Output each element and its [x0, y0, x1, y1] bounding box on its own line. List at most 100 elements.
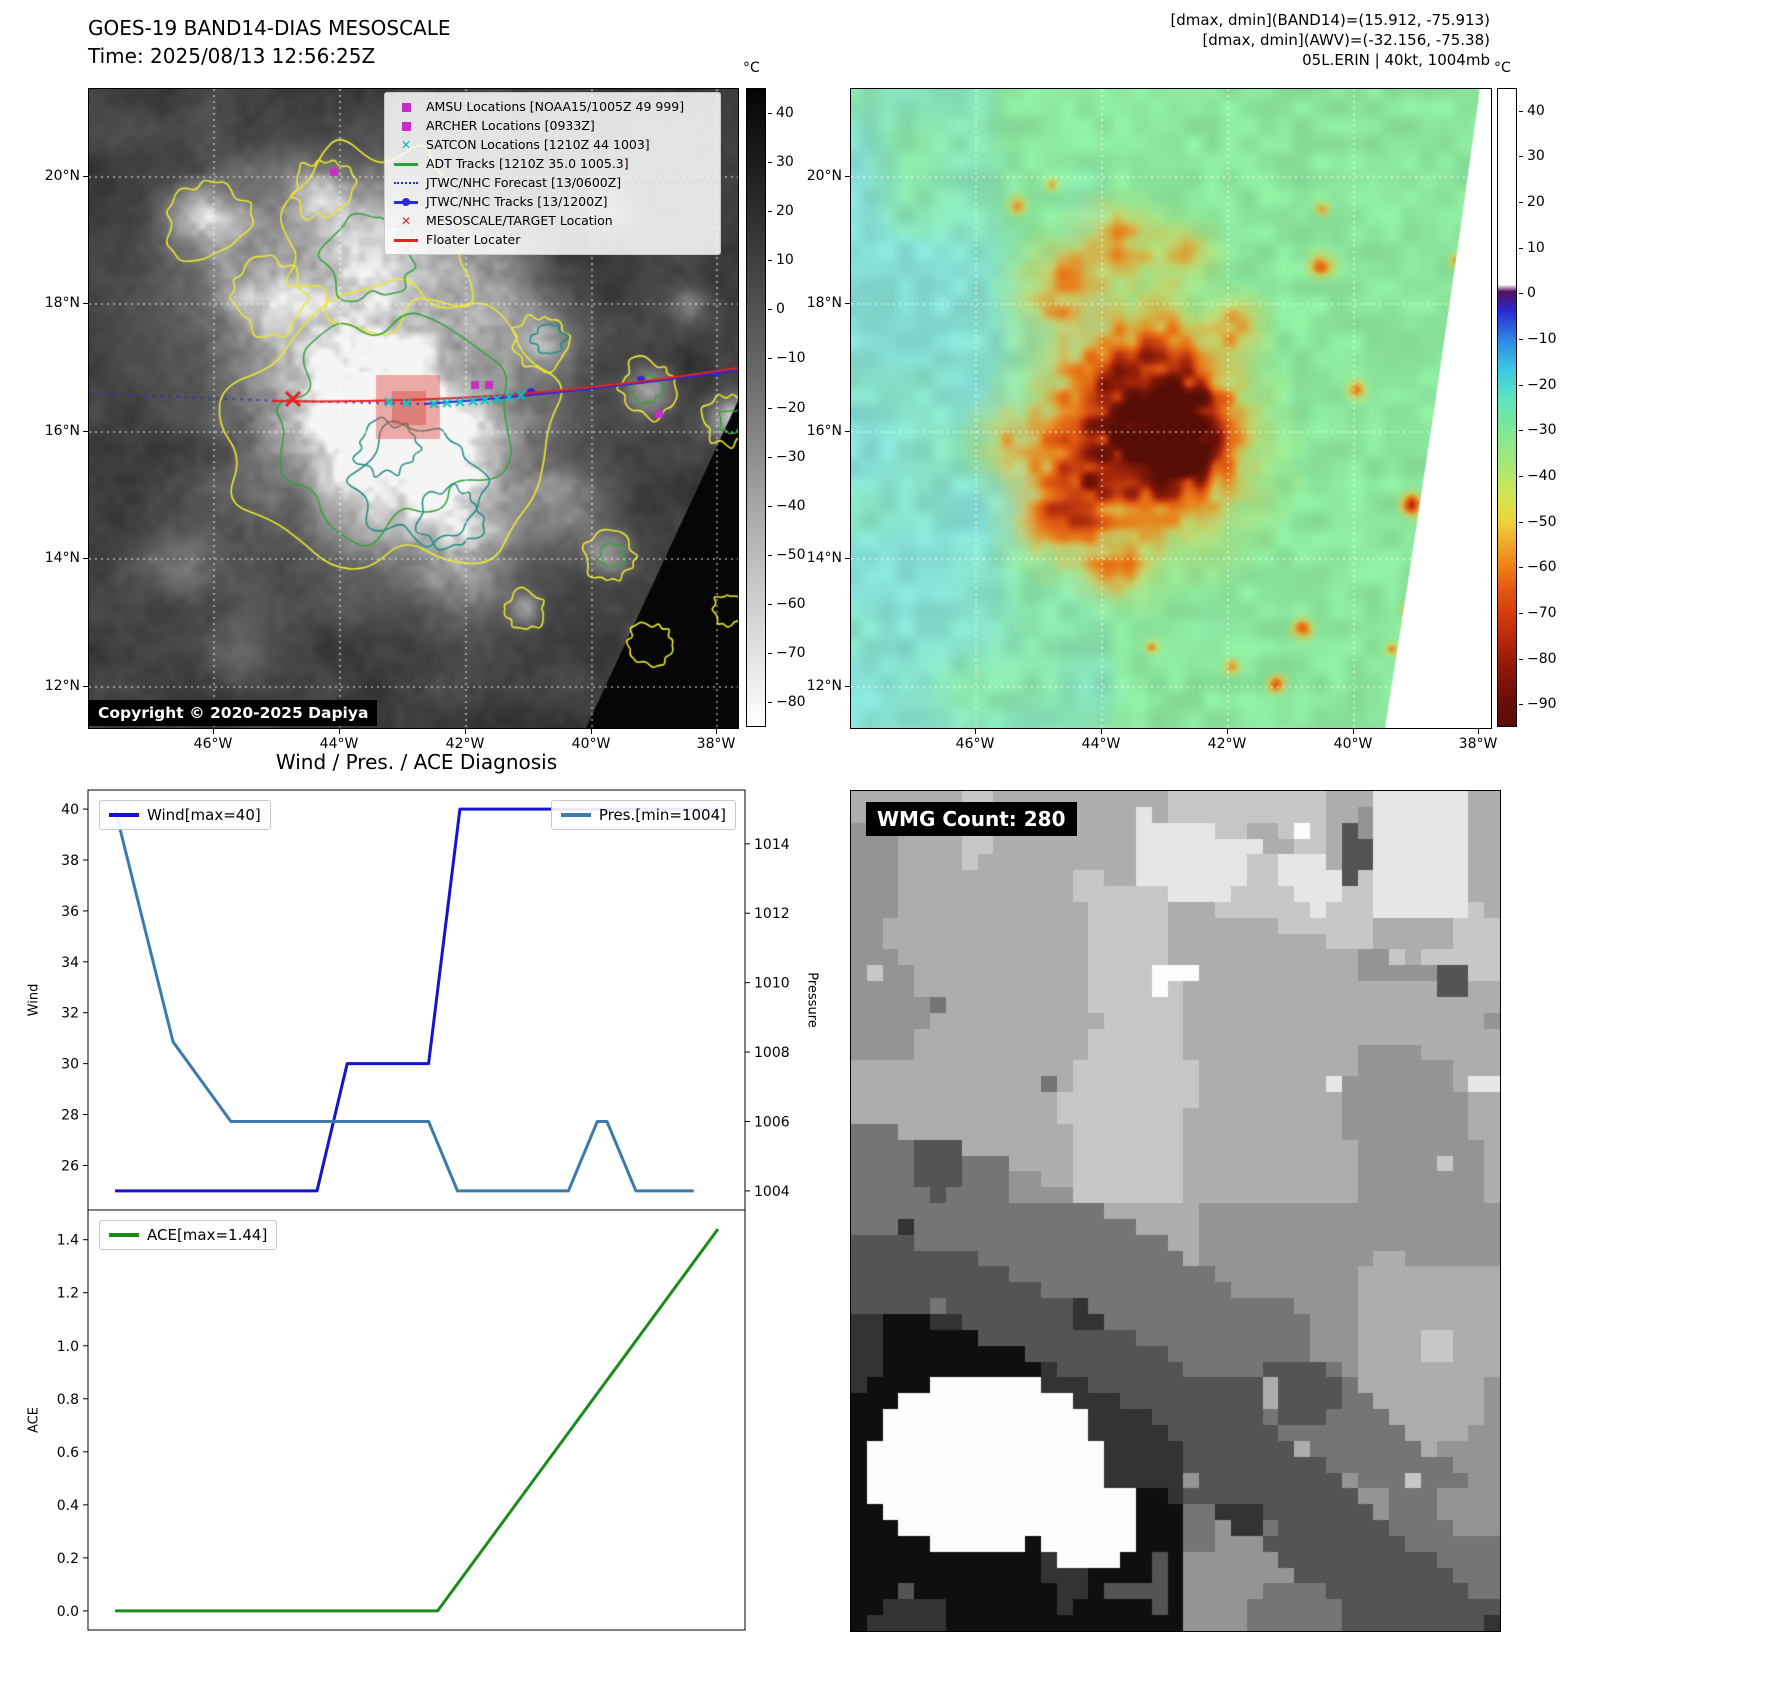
- left-tick-label: 36: [61, 904, 79, 920]
- tl-colorbar-tick-label: 20: [776, 202, 794, 219]
- tl-title-block: GOES-19 BAND14-DIAS MESOSCALE Time: 2025…: [88, 14, 451, 70]
- left-tick-label: 1.4: [57, 1233, 79, 1249]
- ace-legend-marker: [109, 1233, 139, 1237]
- x-marker-icon: ✕: [400, 214, 412, 228]
- wind-axis-label: Wind: [26, 983, 42, 1017]
- tl-lat-tick-label: 20°N: [44, 168, 80, 184]
- tl-colorbar-tick-label: −60: [776, 596, 806, 613]
- tick-mark: [768, 653, 772, 655]
- tr-lat-tick-label: 14°N: [806, 550, 842, 566]
- tick-mark: [1519, 475, 1523, 477]
- tick-mark: [768, 358, 772, 360]
- line-marker-icon: [393, 176, 419, 190]
- tl-lon-tick-label: 38°W: [696, 736, 736, 752]
- tick-mark: [1227, 729, 1228, 734]
- tick-mark: [768, 112, 772, 114]
- series-line: [115, 807, 718, 1193]
- tick-mark: [768, 161, 772, 163]
- tick-mark: [845, 303, 850, 304]
- tr-colorbar-tick-label: −90: [1527, 696, 1557, 713]
- tl-colorbar-tick-label: −80: [776, 694, 806, 711]
- tr-lat-tick-label: 16°N: [806, 423, 842, 439]
- tr-lat-tick-label: 12°N: [806, 678, 842, 694]
- tr-colorbar-tick-label: −80: [1527, 650, 1557, 667]
- chart-frame: [87, 789, 746, 1211]
- tl-colorbar-tick-label: −20: [776, 399, 806, 416]
- line-marker-icon: [393, 157, 419, 171]
- right-tick-label: 1008: [754, 1045, 790, 1061]
- tick-mark: [768, 456, 772, 458]
- left-tick-label: 0.6: [57, 1445, 79, 1461]
- tr-colorbar-tick-label: −70: [1527, 604, 1557, 621]
- left-tick-label: 34: [61, 955, 79, 971]
- tl-legend-item: ADT Tracks [1210Z 35.0 1005.3]: [393, 156, 712, 172]
- square-marker-icon: [393, 100, 419, 114]
- tick-mark: [716, 729, 717, 734]
- left-tick-label: 40: [61, 802, 79, 818]
- tr-lon-tick-label: 42°W: [1207, 736, 1247, 752]
- tr-colorbar-tick-label: 0: [1527, 285, 1536, 302]
- tick-mark: [845, 176, 850, 177]
- pressure-axis-label: Pressure: [804, 972, 820, 1028]
- pressure-legend-label: Pres.[min=1004]: [598, 806, 726, 824]
- tl-legend-label: ADT Tracks [1210Z 35.0 1005.3]: [426, 156, 629, 171]
- tick-mark: [1519, 430, 1523, 432]
- tl-time-label: Time: 2025/08/13 12:56:25Z: [88, 44, 376, 68]
- tick-mark: [845, 431, 850, 432]
- tick-mark: [465, 729, 466, 734]
- tr-header-line-1: [dmax, dmin](BAND14)=(15.912, -75.913): [1170, 11, 1490, 29]
- tl-colorbar-unit: °C: [743, 60, 760, 76]
- right-tick-label: 1014: [754, 837, 790, 853]
- tl-lon-tick-label: 46°W: [193, 736, 233, 752]
- tl-legend-item: JTWC/NHC Forecast [13/0600Z]: [393, 175, 712, 191]
- tl-colorbar-tick-label: −50: [776, 546, 806, 563]
- tick-mark: [1519, 247, 1523, 249]
- tl-legend-label: AMSU Locations [NOAA15/1005Z 49 999]: [426, 99, 685, 114]
- tl-legend-item: ✕ MESOSCALE/TARGET Location: [393, 213, 712, 229]
- ace-legend-label: ACE[max=1.44]: [147, 1226, 268, 1244]
- tick-mark: [768, 210, 772, 212]
- tick-mark: [845, 558, 850, 559]
- copyright-label: Copyright © 2020-2025 Dapiya: [89, 700, 378, 726]
- left-tick-label: 28: [61, 1108, 79, 1124]
- tick-mark: [768, 554, 772, 556]
- tr-lon-tick-label: 38°W: [1458, 736, 1498, 752]
- left-tick-label: 1.0: [57, 1339, 79, 1355]
- tr-colorbar-tick-label: −50: [1527, 513, 1557, 530]
- tl-colorbar-tick-label: −30: [776, 448, 806, 465]
- ace-axis-label: ACE: [26, 1407, 42, 1433]
- series-line: [115, 1228, 720, 1613]
- tick-mark: [1519, 156, 1523, 158]
- pressure-legend-marker: [560, 813, 591, 817]
- ace-legend: ACE[max=1.44]: [99, 1220, 278, 1250]
- tick-mark: [83, 303, 88, 304]
- tr-colorbar-tick-label: 40: [1527, 102, 1545, 119]
- tr-lat-tick-label: 18°N: [806, 295, 842, 311]
- tr-colorbar-tick-label: −20: [1527, 376, 1557, 393]
- tl-colorbar-tick-label: 10: [776, 252, 794, 269]
- tick-mark: [845, 686, 850, 687]
- left-tick-label: 38: [61, 853, 79, 869]
- tick-mark: [1519, 704, 1523, 706]
- tr-header-block: [dmax, dmin](BAND14)=(15.912, -75.913) […: [1170, 10, 1490, 70]
- pressure-legend: Pres.[min=1004]: [550, 800, 736, 830]
- tick-mark: [591, 729, 592, 734]
- tl-colorbar: [746, 88, 766, 727]
- tick-mark: [1101, 729, 1102, 734]
- tick-mark: [768, 505, 772, 507]
- tl-legend-item: ✕ SATCON Locations [1210Z 44 1003]: [393, 137, 712, 153]
- wmg-count-label: WMG Count: 280: [866, 802, 1077, 836]
- tr-colorbar-tick-label: −10: [1527, 331, 1557, 348]
- tr-header-line-3: 05L.ERIN | 40kt, 1004mb: [1302, 51, 1490, 69]
- tr-header-line-2: [dmax, dmin](AWV)=(-32.156, -75.38): [1202, 31, 1490, 49]
- tl-colorbar-tick-label: 0: [776, 301, 785, 318]
- tr-lat-tick-label: 20°N: [806, 168, 842, 184]
- tl-lat-tick-label: 14°N: [44, 550, 80, 566]
- chart-frame: [87, 1209, 746, 1631]
- tick-mark: [1519, 339, 1523, 341]
- tr-satellite-map: [850, 88, 1492, 729]
- tl-colorbar-tick-label: −40: [776, 497, 806, 514]
- square-marker-icon: [393, 119, 419, 133]
- tr-lon-tick-label: 46°W: [955, 736, 995, 752]
- left-tick-label: 0.4: [57, 1498, 79, 1514]
